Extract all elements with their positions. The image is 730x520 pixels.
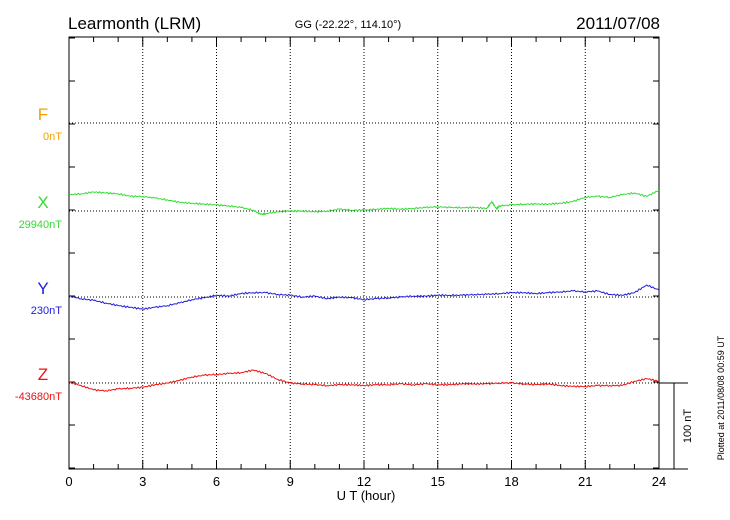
x-tick-label: 24 <box>652 474 666 489</box>
station-title: Learmonth (LRM) <box>68 14 201 33</box>
series-baseline-z: -43680nT <box>15 391 62 403</box>
x-tick-labels: 0 3 6 9 12 15 18 21 24 <box>65 474 666 489</box>
x-tick-label: 12 <box>357 474 371 489</box>
plotted-timestamp: Plotted at 2011/08/08 00:59 UT <box>716 335 726 460</box>
x-tick-label: 3 <box>139 474 146 489</box>
scale-bar-label: 100 nT <box>682 409 694 444</box>
series-line-y <box>68 284 660 310</box>
x-tick-label: 21 <box>578 474 592 489</box>
grid-lines <box>69 37 659 469</box>
axis-ticks <box>68 37 660 469</box>
series-lines <box>68 189 660 392</box>
series-name-x: X <box>37 193 48 212</box>
series-name-y: Y <box>37 279 48 298</box>
coordinates-label: GG (-22.22°, 114.10°) <box>295 19 401 31</box>
scale-bar: 100 nT <box>659 382 694 470</box>
x-tick-label: 6 <box>213 474 220 489</box>
series-baseline-y: 230nT <box>31 305 62 317</box>
series-line-z <box>69 369 659 392</box>
series-name-f: F <box>38 105 48 124</box>
x-tick-label: 0 <box>65 474 72 489</box>
series-labels: F 0nT X 29940nT Y 230nT Z -43680nT <box>15 105 62 403</box>
x-tick-label: 15 <box>431 474 445 489</box>
x-axis-label: U T (hour) <box>337 488 396 503</box>
date-label: 2011/07/08 <box>576 14 660 33</box>
series-baseline-x: 29940nT <box>19 219 63 231</box>
x-tick-label: 9 <box>287 474 294 489</box>
series-baseline-f: 0nT <box>43 131 62 143</box>
x-tick-label: 18 <box>504 474 518 489</box>
series-name-z: Z <box>38 365 48 384</box>
series-line-x <box>68 189 660 216</box>
